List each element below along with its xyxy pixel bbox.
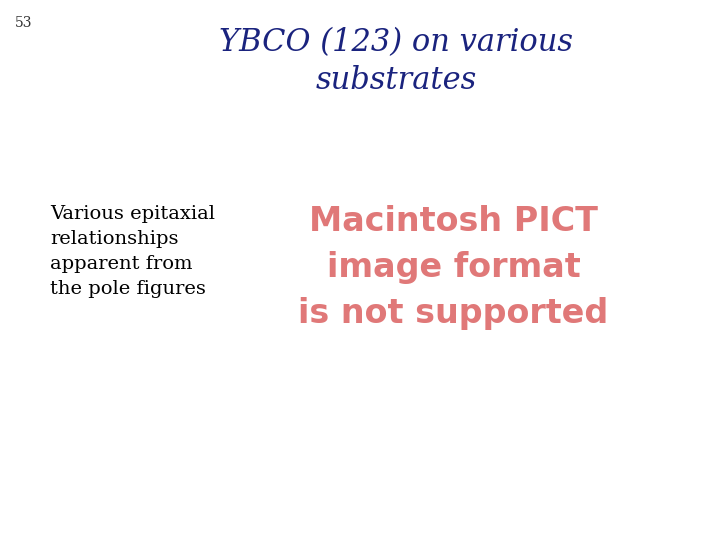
Text: Macintosh PICT
image format
is not supported: Macintosh PICT image format is not suppo… bbox=[299, 205, 608, 330]
Text: YBCO (123) on various
substrates: YBCO (123) on various substrates bbox=[219, 27, 573, 96]
Text: Various epitaxial
relationships
apparent from
the pole figures: Various epitaxial relationships apparent… bbox=[50, 205, 215, 298]
Text: 53: 53 bbox=[14, 16, 32, 30]
